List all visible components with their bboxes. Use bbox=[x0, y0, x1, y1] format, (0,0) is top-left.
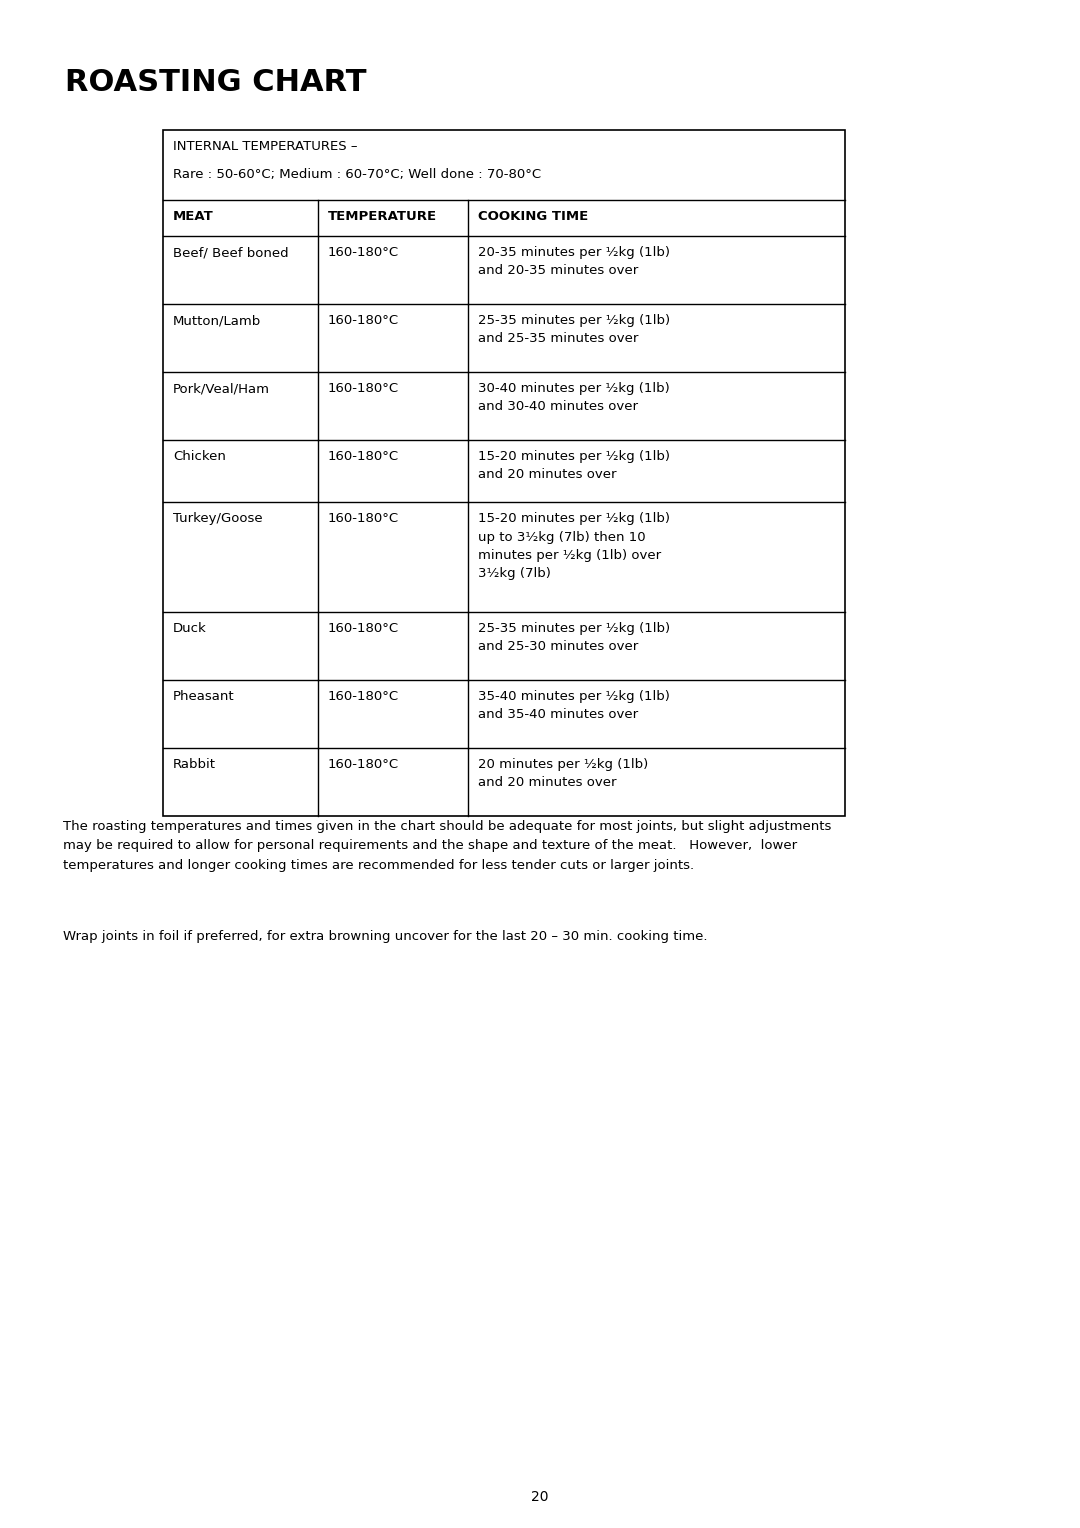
Text: Duck: Duck bbox=[173, 622, 206, 636]
Text: 160-180°C: 160-180°C bbox=[328, 622, 400, 636]
Text: 15-20 minutes per ½kg (1lb)
and 20 minutes over: 15-20 minutes per ½kg (1lb) and 20 minut… bbox=[478, 451, 670, 481]
Text: MEAT: MEAT bbox=[173, 209, 214, 223]
Text: 35-40 minutes per ½kg (1lb)
and 35-40 minutes over: 35-40 minutes per ½kg (1lb) and 35-40 mi… bbox=[478, 691, 670, 721]
Bar bbox=[163, 130, 845, 816]
Text: Pheasant: Pheasant bbox=[173, 691, 234, 703]
Text: Mutton/Lamb: Mutton/Lamb bbox=[173, 313, 261, 327]
Text: 160-180°C: 160-180°C bbox=[328, 512, 400, 526]
Text: Turkey/Goose: Turkey/Goose bbox=[173, 512, 262, 526]
Text: 160-180°C: 160-180°C bbox=[328, 246, 400, 260]
Text: 30-40 minutes per ½kg (1lb)
and 30-40 minutes over: 30-40 minutes per ½kg (1lb) and 30-40 mi… bbox=[478, 382, 670, 414]
Text: Beef/ Beef boned: Beef/ Beef boned bbox=[173, 246, 288, 260]
Text: Rabbit: Rabbit bbox=[173, 758, 216, 772]
Text: 160-180°C: 160-180°C bbox=[328, 691, 400, 703]
Text: ROASTING CHART: ROASTING CHART bbox=[65, 69, 366, 96]
Text: Wrap joints in foil if preferred, for extra browning uncover for the last 20 – 3: Wrap joints in foil if preferred, for ex… bbox=[63, 931, 707, 943]
Text: 20-35 minutes per ½kg (1lb)
and 20-35 minutes over: 20-35 minutes per ½kg (1lb) and 20-35 mi… bbox=[478, 246, 670, 278]
Text: 20 minutes per ½kg (1lb)
and 20 minutes over: 20 minutes per ½kg (1lb) and 20 minutes … bbox=[478, 758, 648, 790]
Text: The roasting temperatures and times given in the chart should be adequate for mo: The roasting temperatures and times give… bbox=[63, 821, 832, 872]
Text: 160-180°C: 160-180°C bbox=[328, 313, 400, 327]
Text: 15-20 minutes per ½kg (1lb)
up to 3½kg (7lb) then 10
minutes per ½kg (1lb) over
: 15-20 minutes per ½kg (1lb) up to 3½kg (… bbox=[478, 512, 670, 581]
Text: 160-180°C: 160-180°C bbox=[328, 382, 400, 396]
Text: INTERNAL TEMPERATURES –: INTERNAL TEMPERATURES – bbox=[173, 141, 357, 153]
Text: Chicken: Chicken bbox=[173, 451, 226, 463]
Text: COOKING TIME: COOKING TIME bbox=[478, 209, 589, 223]
Text: TEMPERATURE: TEMPERATURE bbox=[328, 209, 437, 223]
Text: 20: 20 bbox=[531, 1490, 549, 1504]
Text: 160-180°C: 160-180°C bbox=[328, 451, 400, 463]
Text: 25-35 minutes per ½kg (1lb)
and 25-30 minutes over: 25-35 minutes per ½kg (1lb) and 25-30 mi… bbox=[478, 622, 670, 654]
Text: Pork/Veal/Ham: Pork/Veal/Ham bbox=[173, 382, 270, 396]
Text: 160-180°C: 160-180°C bbox=[328, 758, 400, 772]
Text: 25-35 minutes per ½kg (1lb)
and 25-35 minutes over: 25-35 minutes per ½kg (1lb) and 25-35 mi… bbox=[478, 313, 670, 345]
Text: Rare : 50-60°C; Medium : 60-70°C; Well done : 70-80°C: Rare : 50-60°C; Medium : 60-70°C; Well d… bbox=[173, 168, 541, 180]
